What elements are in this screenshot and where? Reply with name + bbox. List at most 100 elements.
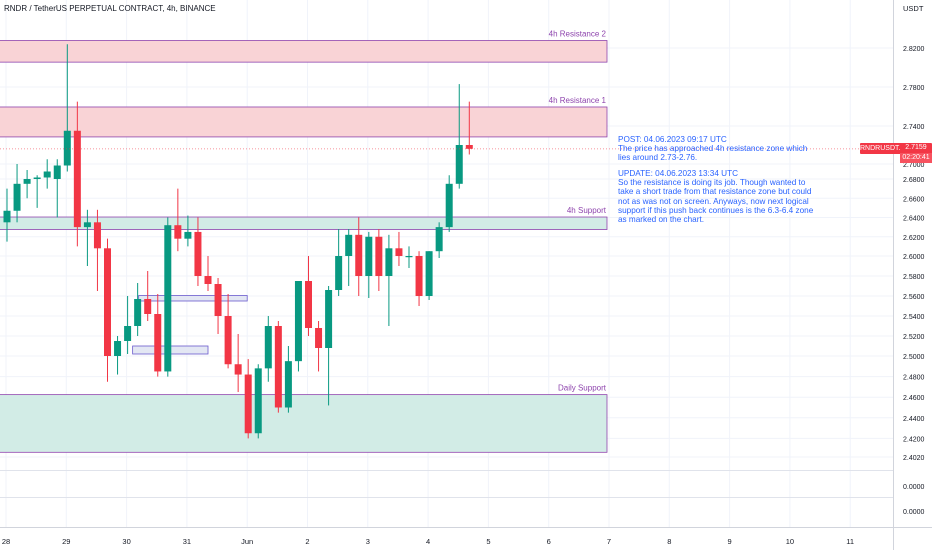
zone-support (0, 216, 608, 230)
candle-body (144, 299, 152, 314)
candle-body (63, 130, 71, 166)
candle-body (214, 284, 222, 316)
candle-body (315, 328, 323, 348)
indicator-scale-label: 0.0000 (903, 509, 925, 516)
support-box (138, 295, 248, 302)
price-tick-label: 2.8200 (903, 46, 925, 53)
time-tick-label: 6 (547, 537, 551, 546)
candle-body (224, 316, 232, 365)
candle-body (264, 326, 272, 369)
candle-body (184, 231, 192, 239)
candle-body (425, 251, 433, 296)
price-tick-label: 2.7800 (903, 85, 925, 92)
candle-layer (3, 44, 473, 439)
time-tick-label: 4 (426, 537, 430, 546)
time-axis[interactable]: 28 29 30 31 Jun 2 3 4 5 6 7 8 9 10 11 (2, 537, 854, 546)
price-tick-label: 2.4400 (903, 416, 925, 423)
price-tick-label: 2.5600 (903, 294, 925, 301)
candle-body (3, 210, 11, 223)
time-tick-label: 29 (62, 537, 70, 546)
candle-body (455, 145, 463, 184)
candle-body (13, 183, 21, 211)
candle-body (164, 225, 172, 372)
zone-support (0, 394, 608, 453)
price-tick-label: 2.5800 (903, 274, 925, 281)
zone-label: 4h Resistance 2 (549, 30, 607, 39)
time-tick-label: 7 (607, 537, 611, 546)
price-tick-label: 2.6600 (903, 196, 925, 203)
zone-label: 4h Resistance 1 (549, 96, 607, 105)
time-tick-label: 10 (786, 537, 794, 546)
time-tick-label: 3 (366, 537, 370, 546)
price-tick-label: 2.7400 (903, 124, 925, 131)
candle-body (23, 179, 31, 184)
candle-body (284, 361, 292, 408)
zone-resistance (0, 40, 608, 63)
candle-body (134, 299, 142, 326)
time-tick-label: 11 (846, 537, 854, 546)
candle-body (73, 130, 81, 228)
candle-body (274, 326, 282, 408)
time-tick-label: 5 (486, 537, 490, 546)
candle-body (375, 236, 383, 276)
time-tick-label: 2 (305, 537, 309, 546)
price-tick-label: 2.6200 (903, 235, 925, 242)
candle-body (104, 248, 111, 356)
price-axis[interactable]: 2.8200 2.7800 2.7400 2.7000 2.6800 2.6600 2.64… (903, 46, 925, 516)
candle-body (365, 236, 373, 276)
price-tick-label: 2.7000 (903, 162, 925, 169)
time-tick-label: 9 (728, 537, 732, 546)
candle-body (93, 222, 101, 249)
time-tick-label: 30 (122, 537, 130, 546)
candle-body (194, 231, 202, 276)
time-tick-label: 28 (2, 537, 10, 546)
candle-body (465, 145, 473, 149)
price-tick-label: 2.4800 (903, 375, 925, 382)
price-tick-label: 2.6800 (903, 177, 925, 184)
candle-body (415, 256, 423, 296)
price-tick-label: 2.5400 (903, 314, 925, 321)
candle-body (385, 248, 393, 276)
price-tick-label: 2.4600 (903, 395, 925, 402)
candle-body (405, 256, 413, 258)
candle-body (335, 256, 343, 290)
candle-body (174, 225, 182, 239)
candle-body (83, 222, 91, 228)
candle-body (43, 171, 51, 178)
price-tick-label: 2.5000 (903, 354, 925, 361)
candle-body (33, 177, 41, 179)
symbol-tag: RNDRUSDT.P (860, 142, 906, 154)
last-price-value: 2.7159 (905, 143, 927, 151)
last-price-tag: 2.7159 02:20:41 (900, 142, 932, 163)
zone-resistance (0, 106, 608, 138)
candle-body (305, 281, 312, 328)
zone-layer: 4h Resistance 2 4h Resistance 1 4h Support… (0, 30, 608, 453)
candle-body (395, 248, 403, 256)
candle-body (53, 165, 61, 179)
candle-body (435, 227, 443, 252)
time-tick-label: 31 (183, 537, 191, 546)
annotation-update: UPDATE: 04.06.2023 13:34 UTC So the resi… (618, 169, 814, 225)
zone-label: 4h Support (567, 206, 607, 215)
chart-title: RNDR / TetherUS PERPETUAL CONTRACT, 4h, … (4, 4, 216, 13)
annotation-post: POST: 04.06.2023 09:17 UTC The price has… (618, 135, 808, 163)
candle-body (355, 234, 363, 276)
indicator-scale-label: 0.0000 (903, 484, 925, 491)
candle-body (294, 281, 302, 362)
time-tick-label: Jun (241, 537, 253, 546)
candle-body (114, 341, 122, 356)
price-tick-label: 2.6000 (903, 254, 925, 261)
currency-unit[interactable]: USDT (903, 4, 924, 13)
zone-label: Daily Support (558, 384, 607, 393)
candle-body (445, 183, 453, 228)
candle-body (124, 326, 132, 341)
candle-body (154, 314, 162, 372)
time-tick-label: 8 (667, 537, 671, 546)
price-tick-label: 2.4020 (903, 455, 925, 462)
price-tick-label: 2.5200 (903, 334, 925, 341)
price-tick-label: 2.6400 (903, 216, 925, 223)
candle-body (345, 234, 353, 256)
candle-body (244, 374, 252, 434)
